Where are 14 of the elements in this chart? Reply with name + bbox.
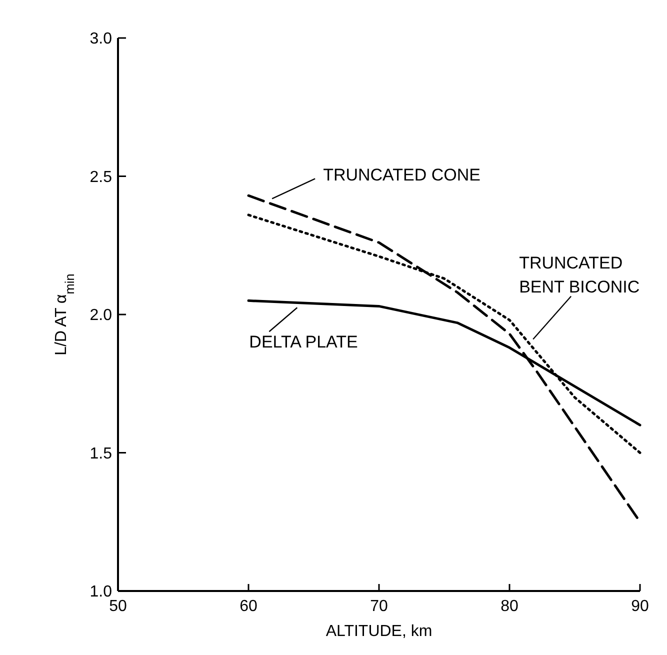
x-tick-label: 60 [240,598,258,615]
y-tick-label: 2.0 [90,307,112,324]
x-tick-label: 50 [109,598,127,615]
y-tick-label: 3.0 [90,30,112,48]
legend-label: DELTA PLATE [249,332,358,352]
series-label: TRUNCATED BENT BICONIC [519,253,640,296]
y-tick-label: 1.5 [90,445,112,462]
x-tick-label: 90 [631,598,649,615]
x-tick-label: 70 [370,598,388,615]
y-tick-label: 2.5 [90,168,112,186]
y-tick-label: 1.0 [90,584,112,601]
x-tick-label: 80 [500,598,518,615]
x-axis-title: ALTITUDE, km [326,623,432,640]
text: TRUNCATED CONE [323,166,480,185]
